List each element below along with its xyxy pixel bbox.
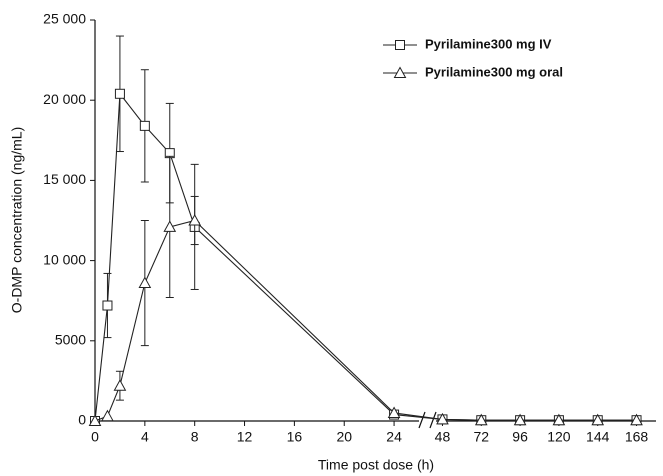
point — [102, 300, 113, 311]
axis-break — [418, 411, 426, 429]
x-tick-label: 96 — [512, 429, 528, 445]
x-tick-label: 0 — [91, 429, 99, 445]
point — [101, 409, 114, 422]
x-tick-label: 120 — [547, 429, 571, 445]
axes — [94, 20, 656, 429]
x-tick-label: 12 — [237, 429, 253, 445]
series-line — [94, 219, 637, 422]
x-tick-label: 168 — [625, 429, 649, 445]
point — [163, 220, 177, 232]
legend-label: Pyrilamine300 mg oral — [425, 64, 563, 79]
point — [436, 412, 449, 425]
x-tick-label: 4 — [141, 429, 149, 445]
x-tick-label: 16 — [287, 429, 303, 445]
y-axis-label: O-DMP concentration (ng/mL) — [9, 127, 25, 313]
legend-marker — [395, 40, 405, 50]
point — [114, 88, 125, 99]
y-tick-label: 25 000 — [43, 11, 86, 27]
point — [113, 379, 127, 391]
y-tick-label: 0 — [78, 412, 86, 428]
point — [474, 413, 488, 426]
x-tick-label: 8 — [191, 429, 199, 445]
x-tick-label: 48 — [435, 429, 451, 445]
series-line — [94, 92, 637, 422]
point — [139, 120, 150, 131]
y-tick-label: 20 000 — [43, 91, 86, 107]
point — [513, 413, 527, 426]
y-tick-label: 15 000 — [43, 171, 86, 187]
x-tick-label: 24 — [386, 429, 402, 445]
legend-marker — [393, 66, 407, 78]
x-tick-label: 144 — [586, 429, 610, 445]
y-tick-label: 5000 — [55, 332, 86, 348]
point — [552, 413, 566, 426]
x-tick-label: 20 — [336, 429, 352, 445]
y-tick-label: 10 000 — [43, 251, 86, 267]
point — [630, 413, 643, 426]
x-tick-label: 72 — [473, 429, 489, 445]
legend-label: Pyrilamine300 mg IV — [425, 36, 552, 51]
point — [387, 406, 401, 418]
point — [88, 414, 102, 426]
axis-break — [429, 411, 437, 429]
x-axis-label: Time post dose (h) — [318, 457, 434, 473]
point — [188, 213, 202, 226]
point — [591, 413, 605, 426]
point — [138, 276, 152, 289]
